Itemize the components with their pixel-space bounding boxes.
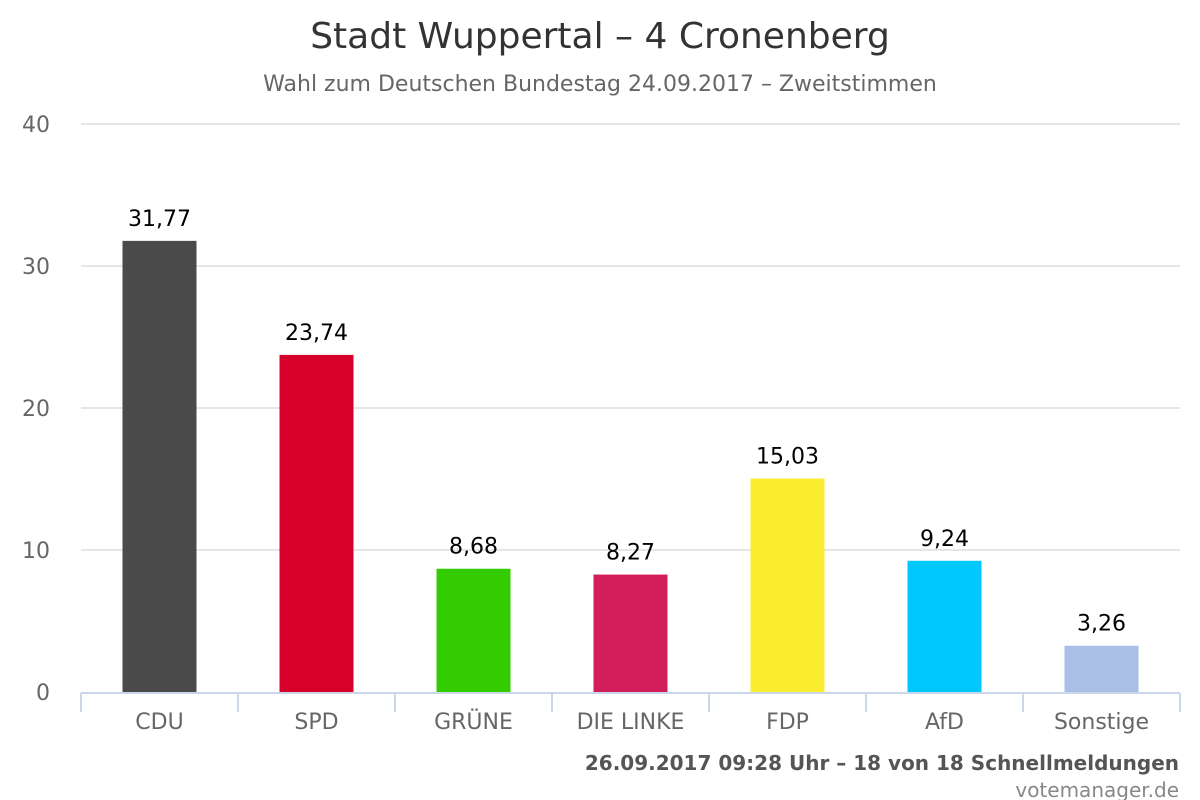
y-tick-label: 20 (22, 397, 50, 422)
x-tick-label: Sonstige (1054, 710, 1149, 735)
bar-fdp[interactable] (750, 478, 825, 692)
y-tick-label: 0 (36, 681, 50, 706)
bar-afd[interactable] (907, 560, 982, 692)
y-tick-label: 10 (22, 539, 50, 564)
data-label: 8,27 (606, 541, 655, 566)
data-label: 9,24 (920, 527, 969, 552)
data-label: 23,74 (285, 321, 348, 346)
x-tick-label: SPD (294, 710, 338, 735)
x-axis-ticks: CDU SPD GRÜNE DIE LINKE FDP AfD Sonstige (135, 709, 1149, 735)
bar-die-linke[interactable] (593, 574, 668, 692)
data-labels: 31,77 23,74 8,68 8,27 15,03 9,24 3,26 (128, 207, 1126, 637)
bar-spd[interactable] (279, 354, 354, 692)
x-tick-label: GRÜNE (434, 709, 513, 735)
credits-timestamp: 26.09.2017 09:28 Uhr – 18 von 18 Schnell… (585, 751, 1179, 775)
data-label: 8,68 (449, 535, 498, 560)
credits-source-link[interactable]: votemanager.de (1015, 778, 1179, 800)
grid-lines (81, 123, 1180, 551)
x-tick-label: FDP (766, 710, 809, 735)
bar-sonstige[interactable] (1064, 645, 1139, 692)
y-tick-label: 30 (22, 255, 50, 280)
bar-series (122, 240, 1139, 692)
x-tick-label: DIE LINKE (577, 710, 685, 735)
bar-grüne[interactable] (436, 568, 511, 692)
x-axis (80, 692, 1181, 712)
x-tick-label: CDU (135, 710, 183, 735)
chart-title: Stadt Wuppertal – 4 Cronenberg (310, 16, 890, 57)
data-label: 3,26 (1077, 612, 1126, 637)
data-label: 15,03 (756, 445, 819, 470)
y-axis-ticks: 0 10 20 30 40 (22, 113, 50, 706)
bar-cdu[interactable] (122, 240, 197, 692)
chart-subtitle: Wahl zum Deutschen Bundestag 24.09.2017 … (263, 72, 937, 97)
y-tick-label: 40 (22, 113, 50, 138)
x-tick-label: AfD (925, 710, 964, 735)
data-label: 31,77 (128, 207, 191, 232)
